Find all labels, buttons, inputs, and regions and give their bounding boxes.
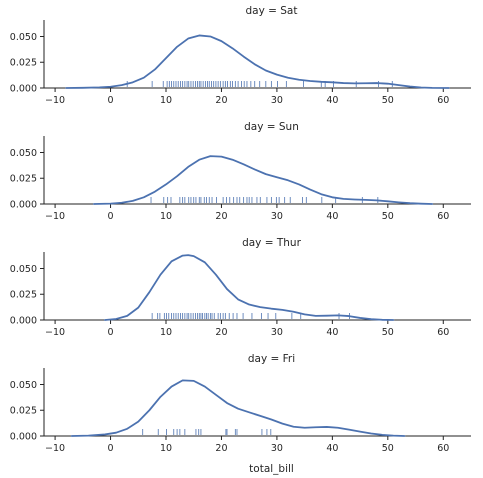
facet-panel: day = Sat 0.000 0.025 0.050 −10 0 10 20 30 40 50 60	[10, 5, 471, 106]
x-tick-label: 40	[326, 95, 338, 106]
x-tick-label: −10	[45, 443, 65, 454]
x-tick-label: 30	[271, 327, 283, 338]
facet-panel: day = Fri 0.000 0.025 0.050 −10 0 10 20 30 40 50 60	[10, 353, 471, 454]
x-tick-label: 0	[108, 443, 114, 454]
y-tick-label: 0.000	[10, 315, 37, 326]
facet-title: day = Sun	[244, 121, 299, 133]
facet-panel: day = Sun 0.000 0.025 0.050 −10 0 10 20 30 40 50 60	[10, 121, 471, 222]
x-tick-label: 0	[108, 95, 114, 106]
x-tick-label: 50	[382, 443, 394, 454]
y-tick-label: 0.025	[10, 174, 37, 185]
x-tick-label: 50	[382, 211, 394, 222]
x-tick-label: −10	[45, 211, 65, 222]
x-tick-label: 30	[271, 95, 283, 106]
x-tick-label: 60	[437, 95, 449, 106]
y-tick-label: 0.050	[10, 32, 37, 43]
kde-curve	[104, 254, 395, 321]
x-tick-label: 20	[215, 211, 227, 222]
x-tick-label: 10	[160, 211, 172, 222]
x-tick-label: 60	[437, 211, 449, 222]
x-tick-label: 60	[437, 327, 449, 338]
kde-curve	[93, 155, 434, 205]
kde-curve	[65, 34, 450, 89]
facet-title: day = Sat	[245, 5, 297, 17]
x-tick-label: −10	[45, 95, 65, 106]
x-tick-label: 50	[382, 327, 394, 338]
x-tick-label: 30	[271, 443, 283, 454]
y-tick-label: 0.050	[10, 380, 37, 391]
y-tick-label: 0.000	[10, 431, 37, 442]
y-tick-label: 0.025	[10, 406, 37, 417]
y-tick-label: 0.050	[10, 264, 37, 275]
x-tick-label: 10	[160, 327, 172, 338]
facet-title: day = Thur	[242, 237, 302, 249]
x-tick-label: 20	[215, 95, 227, 106]
x-tick-label: −10	[45, 327, 65, 338]
y-tick-label: 0.025	[10, 290, 37, 301]
x-tick-label: 40	[326, 211, 338, 222]
x-tick-label: 40	[326, 327, 338, 338]
x-tick-label: 10	[160, 443, 172, 454]
x-tick-label: 10	[160, 95, 172, 106]
x-tick-label: 20	[215, 443, 227, 454]
kde-curve	[70, 379, 406, 437]
y-tick-label: 0.050	[10, 148, 37, 159]
y-tick-label: 0.000	[10, 199, 37, 210]
y-tick-label: 0.025	[10, 58, 37, 69]
x-tick-label: 30	[271, 211, 283, 222]
x-tick-label: 0	[108, 211, 114, 222]
x-tick-label: 60	[437, 443, 449, 454]
x-tick-label: 0	[108, 327, 114, 338]
facet-panel: day = Thur 0.000 0.025 0.050 −10 0 10 20 30 40 50 6…	[10, 237, 471, 338]
x-tick-label: 20	[215, 327, 227, 338]
x-tick-label: 50	[382, 95, 394, 106]
y-tick-label: 0.000	[10, 83, 37, 94]
x-axis-title: total_bill	[249, 463, 294, 475]
x-tick-label: 40	[326, 443, 338, 454]
facet-title: day = Fri	[248, 353, 295, 365]
